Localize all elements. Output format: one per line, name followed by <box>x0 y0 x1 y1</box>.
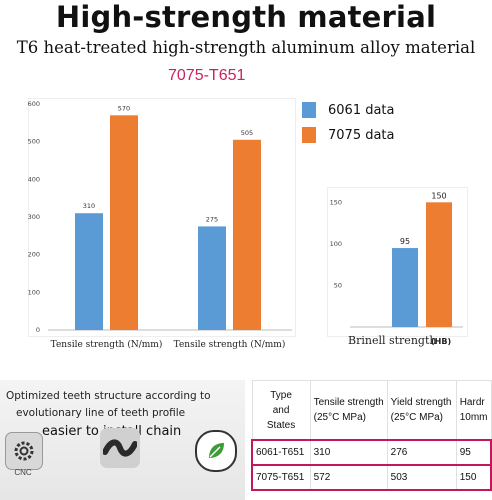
x-category-label: Tensile strength (N/mm) <box>174 339 286 350</box>
bar <box>426 202 452 327</box>
x-category-unit: (HB) <box>431 337 451 346</box>
data-label: 275 <box>206 215 218 223</box>
header-cell-line: and <box>272 404 290 416</box>
page-subheadline: T6 heat-treated high-strength aluminum a… <box>16 38 476 57</box>
legend-item-6061: 6061 data <box>302 100 395 120</box>
header-cell-line: Yield strength <box>390 397 452 408</box>
header-cell-line: (25°C MPa) <box>313 412 366 423</box>
data-label: 505 <box>241 129 253 137</box>
header-cell-line: 10mm <box>459 412 488 423</box>
header-cell-line: Type <box>270 389 292 401</box>
data-label: 310 <box>83 202 95 210</box>
table-header-row: Type and States Tensile strength (25°C M… <box>251 380 492 441</box>
bar <box>233 139 261 330</box>
cell-hardness: 95 <box>455 439 492 466</box>
bar <box>392 248 418 327</box>
bar <box>198 226 226 330</box>
y-tick-label: 200 <box>28 251 40 259</box>
feature-text-line-2: evolutionary line of teeth profile <box>16 407 186 419</box>
legend-item-7075: 7075 data <box>302 125 395 145</box>
legend-label-7075: 7075 data <box>328 127 395 143</box>
cell-type: 6061-T651 <box>250 439 311 466</box>
y-tick-label: 100 <box>330 240 342 248</box>
legend-swatch-6061 <box>302 102 316 118</box>
bar <box>75 213 103 330</box>
header-cell-line: Tensile strength <box>313 397 384 408</box>
bar <box>110 115 138 330</box>
cnc-gear-icon <box>5 432 43 470</box>
header-cell-line: States <box>266 419 296 431</box>
properties-table: Type and States Tensile strength (25°C M… <box>250 380 492 491</box>
header-hardness: Hardr 10mm <box>455 380 492 441</box>
cell-tensile: 310 <box>309 439 388 466</box>
header-cell-line: Hardr <box>459 397 485 408</box>
cell-yield: 276 <box>386 439 457 466</box>
header-tensile: Tensile strength (25°C MPa) <box>309 380 388 441</box>
y-tick-label: 400 <box>28 175 40 183</box>
x-category-label: Brinell strength <box>348 334 436 347</box>
data-label: 150 <box>431 191 446 200</box>
y-tick-label: 100 <box>28 288 40 296</box>
y-tick-label: 500 <box>28 138 40 146</box>
y-tick-label: 50 <box>334 281 342 289</box>
y-tick-label: 300 <box>28 213 40 221</box>
table-row: 7075-T651 572 503 150 <box>250 464 492 491</box>
cnc-caption: CNC <box>14 468 32 477</box>
feature-text-line-1: Optimized teeth structure according to <box>6 390 211 402</box>
data-label: 95 <box>400 237 410 246</box>
table-row: 6061-T651 310 276 95 <box>250 439 492 466</box>
chain-icon <box>100 428 140 468</box>
cell-yield: 503 <box>386 464 457 491</box>
y-tick-label: 600 <box>28 100 40 108</box>
legend-label-6061: 6061 data <box>328 102 395 118</box>
y-tick-label: 150 <box>330 198 342 206</box>
x-category-label: Tensile strength (N/mm) <box>51 339 163 350</box>
page-headline: High-strength material <box>55 0 437 34</box>
header-cell-line: (25°C MPa) <box>390 412 444 423</box>
cell-hardness: 150 <box>455 464 492 491</box>
cell-type: 7075-T651 <box>250 464 311 491</box>
y-tick-label: 0 <box>36 326 40 334</box>
leaf-icon <box>195 430 237 472</box>
legend-swatch-7075 <box>302 127 316 143</box>
header-yield: Yield strength (25°C MPa) <box>386 380 457 441</box>
alloy-grade: 7075-T651 <box>168 67 246 84</box>
data-label: 570 <box>118 104 130 112</box>
header-type-states: Type and States <box>251 380 311 441</box>
cell-tensile: 572 <box>309 464 388 491</box>
